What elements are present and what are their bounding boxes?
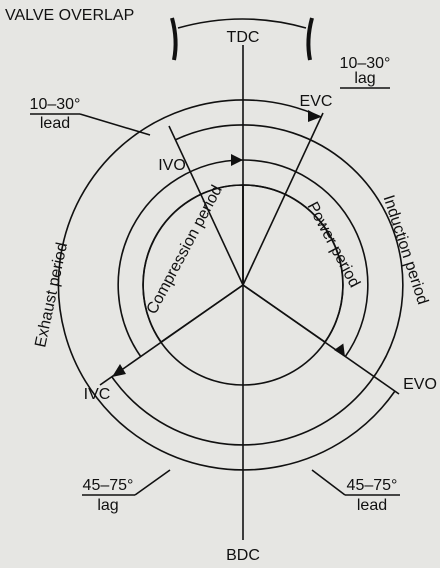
evo-line <box>242 284 400 395</box>
overlap-bracket <box>170 17 178 61</box>
arrow <box>231 154 243 166</box>
exhaust-arc <box>57 99 396 471</box>
title: VALVE OVERLAP <box>5 7 134 24</box>
compression-arc <box>117 159 244 358</box>
timing-direction: lag <box>354 70 375 87</box>
arrow <box>308 110 321 122</box>
evo-label: EVO <box>403 376 437 393</box>
timing-direction: lag <box>97 497 118 514</box>
timing-range: 10–30° <box>340 55 391 72</box>
tdc-label: TDC <box>227 29 260 46</box>
ivc-line <box>99 284 244 386</box>
ivo-line <box>168 125 244 286</box>
timing-direction: lead <box>40 115 70 132</box>
timing-range: 45–75° <box>83 477 134 494</box>
overlap-bracket <box>306 17 314 61</box>
evc-line <box>242 112 324 286</box>
bdc-label: BDC <box>226 547 260 564</box>
arrow <box>334 343 345 357</box>
leader <box>134 469 171 496</box>
power-arc <box>242 159 369 358</box>
timing-direction: lead <box>357 497 387 514</box>
leader <box>79 113 151 136</box>
ivo-label: IVO <box>158 157 186 174</box>
arrow <box>112 364 126 377</box>
overlap-arc <box>177 18 307 29</box>
leader <box>311 469 346 496</box>
induction-arc <box>111 124 404 446</box>
timing-range: 10–30° <box>30 96 81 113</box>
timing-range: 45–75° <box>347 477 398 494</box>
evc-label: EVC <box>300 93 333 110</box>
ivc-label: IVC <box>84 386 111 403</box>
